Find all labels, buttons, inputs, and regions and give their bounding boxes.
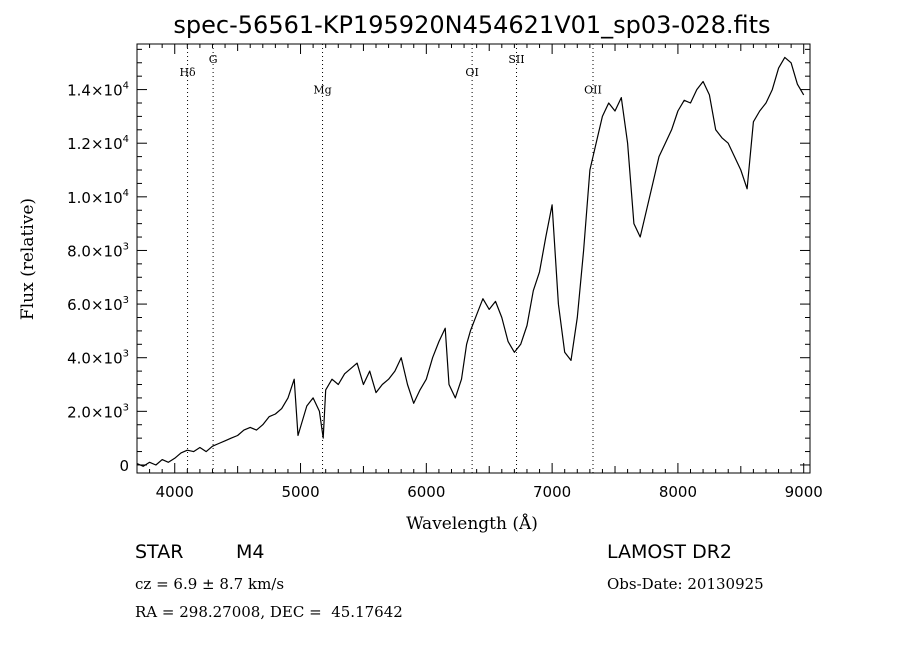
y-tick-label: 2.0×103 (67, 402, 129, 421)
spectral-line-label: OI (465, 66, 478, 79)
y-tick-label: 4.0×103 (67, 349, 129, 368)
y-tick-label: 1.0×104 (67, 188, 129, 207)
spectral-line-markers: Hδ G Mg OI SII OII (179, 44, 602, 473)
x-tick-label: 4000 (156, 483, 194, 501)
x-tick-label: 7000 (533, 483, 571, 501)
y-tick-label: 1.2×104 (67, 134, 129, 153)
x-tick-label: 9000 (785, 483, 823, 501)
x-tick-label: 8000 (659, 483, 697, 501)
y-tick-label: 0 (119, 457, 129, 475)
y-axis-label: Flux (relative) (18, 198, 38, 320)
x-tick-label: 6000 (407, 483, 445, 501)
object-subclass: M4 (236, 541, 265, 563)
y-tick-label: 6.0×103 (67, 295, 129, 314)
spectral-line-label: Hδ (179, 66, 196, 79)
spectral-line-label: OII (584, 84, 602, 97)
x-axis-label: Wavelength (Å) (406, 513, 538, 534)
sky-coordinates: RA = 298.27008, DEC = 45.17642 (135, 603, 403, 621)
object-class: STAR (135, 541, 184, 563)
survey-name: LAMOST DR2 (607, 541, 732, 563)
y-tick-label: 8.0×103 (67, 241, 129, 260)
x-axis: 4000 5000 6000 7000 8000 9000 (136, 44, 823, 501)
spectral-line-label: Mg (313, 84, 331, 97)
spectral-line-label: G (209, 53, 218, 66)
spectrum-series-line (136, 56, 805, 467)
chart-title: spec-56561-KP195920N454621V01_sp03-028.f… (173, 11, 770, 39)
plot-frame (136, 43, 811, 474)
y-axis: 0 2.0×103 4.0×103 6.0×103 8.0×103 1.0×104 1.2×… (67, 48, 810, 475)
x-tick-label: 5000 (281, 483, 319, 501)
observation-date: Obs-Date: 20130925 (607, 575, 764, 593)
spectral-line-label: SII (508, 53, 524, 66)
y-tick-label: 1.4×104 (67, 81, 129, 100)
redshift-velocity: cz = 6.9 ± 8.7 km/s (135, 575, 285, 593)
